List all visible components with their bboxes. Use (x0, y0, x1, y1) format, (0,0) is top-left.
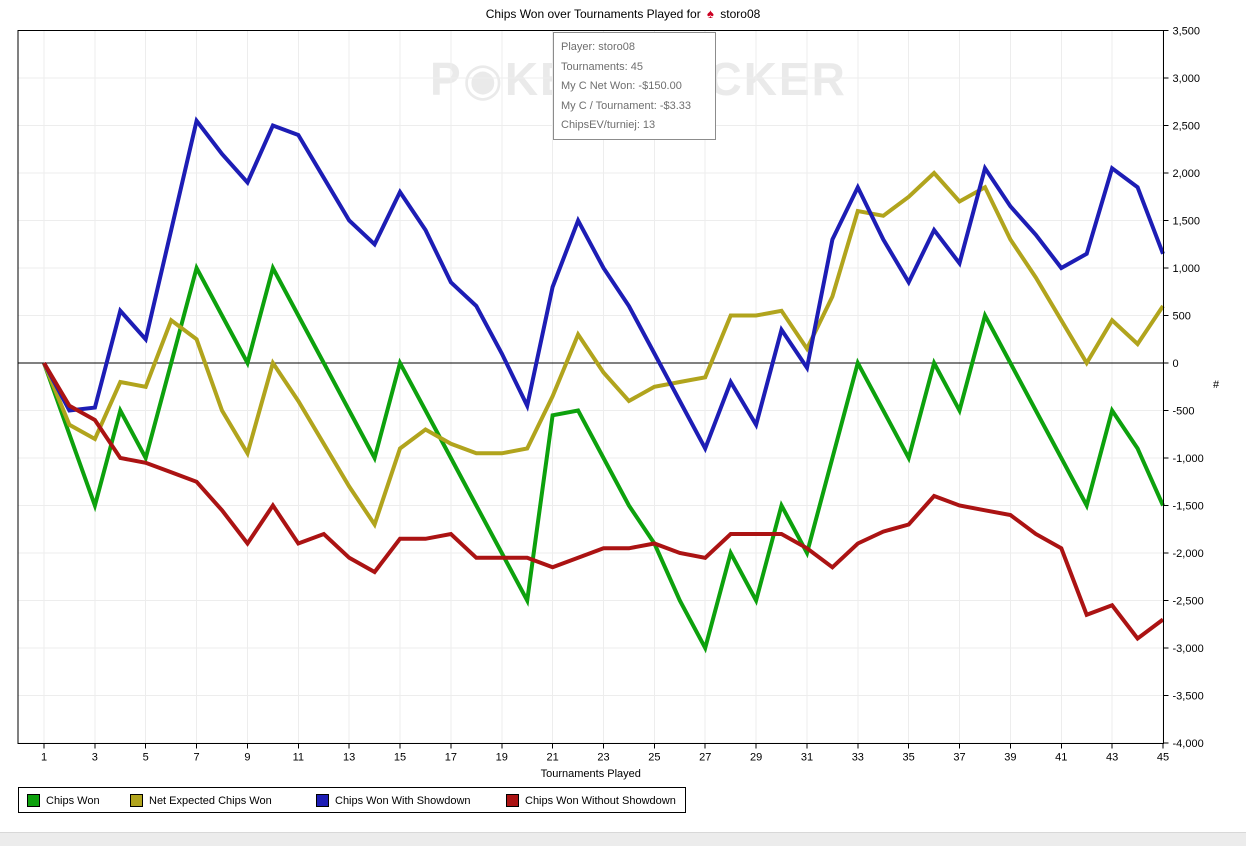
x-tick-label: 11 (293, 752, 304, 764)
x-tick-label: 17 (445, 752, 457, 764)
y-tick-label: 2,000 (1173, 168, 1201, 180)
chart-title-player: storo08 (720, 7, 761, 21)
y-axis-title: # (1213, 379, 1220, 391)
y-tick-label: 1,500 (1173, 216, 1201, 228)
tooltip-line: ChipsEV/turniej: 13 (561, 119, 656, 131)
legend-swatch-icon (316, 794, 329, 807)
x-tick-label: 33 (852, 752, 864, 764)
series-line-chips-won (42, 262, 1165, 654)
y-tick-label: 500 (1173, 311, 1191, 323)
hover-tooltip: Player: storo08 Tournaments: 45 My C Net W… (553, 32, 716, 140)
tooltip-line: My C Net Won: -$150.00 (561, 80, 682, 92)
tooltip-line: My C / Tournament: -$3.33 (561, 99, 692, 112)
y-tick-label: 3,000 (1173, 73, 1201, 85)
tooltip-line: Player: storo08 (561, 41, 635, 53)
x-tick-label: 1 (41, 752, 47, 764)
legend-label: Chips Won With Showdown (335, 794, 471, 807)
legend-item[interactable]: Chips Won With Showdown (316, 794, 471, 807)
x-tick-label: 31 (801, 752, 813, 764)
legend-item[interactable]: Chips Won (27, 794, 100, 807)
x-tick-label: 23 (597, 752, 609, 764)
legend-box: Chips Won Net Expected Chips Won Chips Won… (18, 787, 686, 813)
x-tick-label: 19 (496, 752, 508, 764)
x-tick-label: 13 (343, 752, 355, 764)
series-line-net-expected-chips-won (42, 170, 1165, 530)
x-tick-label: 5 (143, 752, 149, 764)
y-tick-label: 2,500 (1173, 121, 1201, 133)
y-tick-label: -500 (1173, 406, 1195, 418)
y-tick-label: -1,500 (1173, 501, 1204, 513)
series-line-chips-won-with-showdown (42, 116, 1165, 454)
x-tick-label: 21 (547, 752, 559, 764)
series-line-chips-won-without-showdown (42, 361, 1165, 642)
poker-chip-icon: ◉ (462, 53, 505, 105)
x-tick-label: 35 (903, 752, 915, 764)
legend-item[interactable]: Net Expected Chips Won (130, 794, 272, 807)
plot-border (17, 30, 1164, 744)
x-tick-label: 3 (92, 752, 98, 764)
legend-label: Net Expected Chips Won (149, 794, 272, 807)
legend-item[interactable]: Chips Won Without Showdown (506, 794, 676, 807)
chart-title-text: Chips Won over Tournaments Played for (485, 7, 701, 21)
y-tick-label: -1,000 (1173, 453, 1204, 465)
tooltip-line: Tournaments: 45 (561, 60, 643, 73)
y-tick-label: 3,500 (1173, 26, 1201, 38)
x-tick-label: 25 (648, 752, 660, 764)
x-tick-label: 45 (1157, 752, 1169, 764)
legend-swatch-icon (130, 794, 143, 807)
y-tick-label: -2,000 (1173, 548, 1204, 560)
chart-title: Chips Won over Tournaments Played for ♠ … (0, 6, 1246, 21)
window-status-strip (0, 832, 1246, 846)
x-tick-label: 9 (244, 752, 250, 764)
y-tick-label: -2,500 (1173, 596, 1204, 608)
y-tick-label: 0 (1173, 358, 1179, 370)
x-tick-label: 39 (1004, 752, 1016, 764)
x-tick-label: 29 (750, 752, 762, 764)
legend-label: Chips Won (46, 794, 100, 807)
legend-swatch-icon (27, 794, 40, 807)
y-tick-label: 1,000 (1173, 263, 1201, 275)
x-tick-label: 7 (194, 752, 200, 764)
x-tick-label: 43 (1106, 752, 1118, 764)
y-tick-label: -3,500 (1173, 691, 1204, 703)
x-tick-label: 37 (953, 752, 965, 764)
y-tick-label: -4,000 (1173, 738, 1204, 750)
y-tick-label: -3,000 (1173, 643, 1204, 655)
x-tick-label: 15 (394, 752, 406, 764)
legend-swatch-icon (506, 794, 519, 807)
x-tick-label: 27 (699, 752, 711, 764)
watermark-text: P (430, 53, 463, 105)
x-axis-title: Tournaments Played (541, 768, 641, 780)
x-tick-label: 41 (1055, 752, 1067, 764)
legend-label: Chips Won Without Showdown (525, 794, 676, 807)
pokerstars-spade-icon: ♠ (707, 6, 714, 21)
